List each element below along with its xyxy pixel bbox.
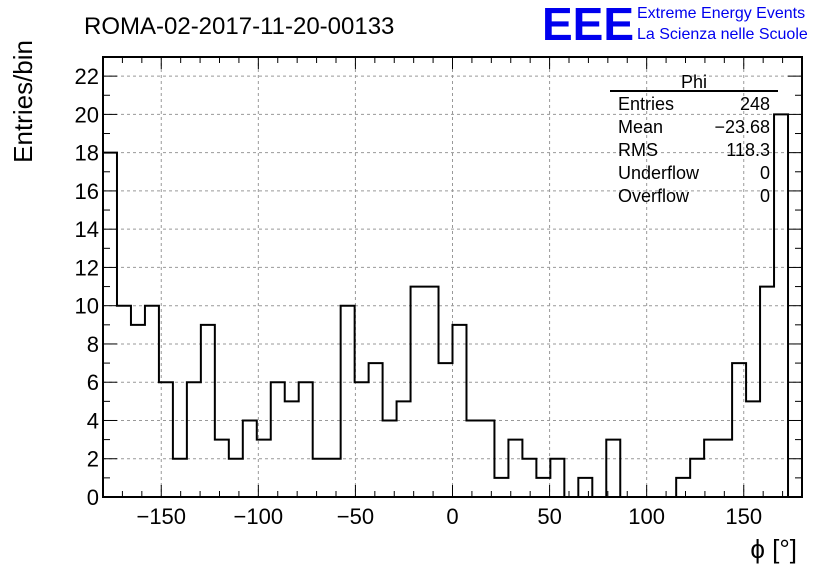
y-tick-label: 2 [87,447,99,472]
eee-logo-text: EEE [542,0,634,50]
y-tick-label: 4 [87,408,99,433]
y-tick-label: 6 [87,370,99,395]
y-tick-label: 18 [75,141,99,166]
y-tick-label: 14 [75,217,99,242]
stats-box-title: Phi [681,72,707,92]
x-tick-label: 0 [446,504,458,529]
y-axis-label: Entries/bin [8,40,38,163]
chart-title: ROMA-02-2017-11-20-00133 [84,13,394,40]
stats-row-label: Overflow [618,186,690,206]
stats-row-value: 0 [760,186,770,206]
y-tick-label: 0 [87,485,99,510]
histogram-line [103,113,802,498]
x-tick-label: 150 [725,504,762,529]
y-tick-label: 22 [75,64,99,89]
stats-row-value: 248 [740,94,770,114]
y-tick-label: 10 [75,294,99,319]
y-tick-label: 20 [75,102,99,127]
stats-row-label: Mean [618,117,663,137]
x-tick-label: 50 [537,504,561,529]
grid-layer [103,57,802,497]
x-tick-label: −100 [234,504,284,529]
x-tick-label: 100 [628,504,665,529]
stats-row-value: 0 [760,163,770,183]
stats-row-label: Underflow [618,163,700,183]
stats-row-label: RMS [618,140,658,160]
stats-box: Phi Entries 248 Mean −23.68 RMS 118.3 Underflo… [610,72,778,206]
x-axis-label: ϕ [°] [750,534,797,564]
ticks-layer [103,56,802,498]
y-tick-labels: 0 2 4 6 8 10 12 14 16 18 20 22 [75,64,99,510]
brand-line2: La Scienza nelle Scuole [637,26,808,43]
y-tick-label: 12 [75,255,99,280]
stats-row-label: Entries [618,94,674,114]
brand-line1: Extreme Energy Events [637,5,805,22]
y-tick-label: 8 [87,332,99,357]
x-tick-label: −50 [337,504,374,529]
y-tick-label: 16 [75,179,99,204]
x-tick-label: −150 [136,504,186,529]
x-tick-labels: −150 −100 −50 0 50 100 150 [136,504,762,529]
brand-logo: EEE Extreme Energy Events La Scienza nel… [542,0,808,50]
stats-row-value: −23.68 [714,117,770,137]
stats-row-value: 118.3 [726,140,770,160]
stats-rows: Entries 248 Mean −23.68 RMS 118.3 Underflow 0 Ov… [618,94,770,206]
